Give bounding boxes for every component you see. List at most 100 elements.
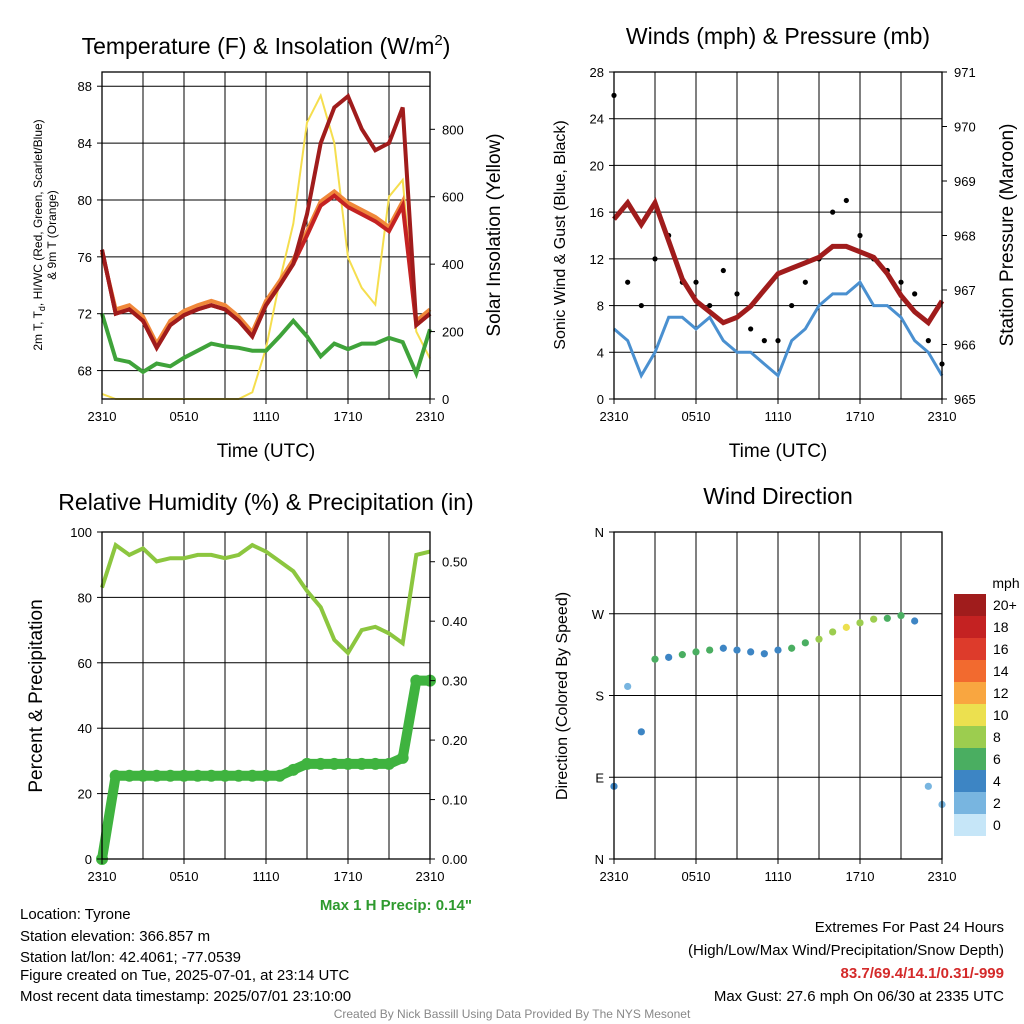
gust-point	[693, 279, 699, 285]
temperature-xtick-label: 1110	[253, 409, 280, 424]
gust-point	[720, 267, 726, 274]
temperature-ytick-label: 88	[78, 79, 92, 94]
temperature-y2tick-label: 200	[442, 325, 464, 340]
heat-index-line	[100, 92, 432, 352]
pressure-line	[612, 197, 945, 327]
extremes-values: 83.7/69.4/14.1/0.31/-999	[840, 965, 1004, 982]
temperature-ytick-label: 68	[78, 364, 92, 379]
winds-panel: Winds (mph) & Pressure (mb) 2310 0510 1110…	[552, 23, 1018, 462]
speed-legend-label: 18	[993, 619, 1009, 635]
speed-legend: mph 20+ 18 16 14 12 10 8 6 4 2 0	[954, 575, 1020, 836]
temperature-xtick-label: 0510	[170, 409, 199, 424]
winds-xlabel: Time (UTC)	[729, 441, 828, 462]
direction-point	[924, 782, 932, 790]
direction-xtick-label: 1710	[846, 869, 875, 884]
direction-point	[801, 639, 809, 647]
humidity-xtick-label: 2310	[88, 869, 117, 884]
direction-point	[788, 644, 796, 652]
winds-title: Winds (mph) & Pressure (mb)	[626, 23, 930, 49]
humidity-ytick-label: 60	[78, 656, 92, 671]
rh-line	[100, 541, 431, 657]
gust-point	[898, 279, 904, 285]
direction-ytick-label: W	[592, 607, 605, 622]
direction-xtick-label: 1110	[765, 869, 792, 884]
speed-legend-label: 12	[993, 685, 1009, 701]
temperature-y2tick-label: 400	[442, 257, 464, 272]
direction-xtick-label: 2310	[928, 869, 957, 884]
direction-point	[692, 648, 700, 656]
humidity-grid	[102, 531, 430, 860]
winds-series	[611, 92, 945, 380]
temperature-xtick-label: 2310	[88, 409, 117, 424]
humidity-y2tick-label: 0.20	[442, 733, 467, 748]
gust-point	[707, 302, 713, 309]
direction-point	[706, 646, 714, 654]
speed-legend-swatch	[954, 660, 986, 682]
max-gust: Max Gust: 27.6 mph On 06/30 at 2335 UTC	[713, 988, 1004, 1005]
winds-y2tick-label: 969	[954, 174, 976, 189]
gust-point	[761, 338, 767, 344]
winds-ytick-label: 28	[590, 65, 604, 80]
humidity-ylabel-left: Percent & Precipitation	[26, 599, 47, 792]
direction-point	[678, 651, 686, 659]
winds-y2tick-label: 968	[954, 229, 976, 244]
gust-point	[802, 279, 808, 285]
speed-legend-label: 0	[993, 817, 1001, 833]
winds-ytick-label: 8	[597, 299, 604, 314]
humidity-series	[96, 541, 436, 865]
winds-xtick-label: 0510	[682, 409, 711, 424]
direction-title: Wind Direction	[703, 483, 853, 509]
direction-point	[651, 655, 659, 663]
winds-xtick-label: 1710	[846, 409, 875, 424]
speed-legend-label: 14	[993, 663, 1009, 679]
direction-point	[911, 617, 919, 625]
winds-y2tick-label: 965	[954, 392, 976, 407]
direction-point	[637, 728, 645, 736]
humidity-y2tick-label: 0.00	[442, 852, 467, 867]
speed-legend-swatch	[954, 726, 986, 748]
direction-series	[610, 611, 946, 809]
direction-point	[665, 653, 673, 661]
humidity-xtick-label: 1710	[334, 869, 363, 884]
direction-point	[883, 614, 891, 622]
humidity-y2tick-label: 0.50	[442, 555, 467, 570]
direction-xtick-label: 0510	[682, 869, 711, 884]
gust-point	[830, 209, 836, 215]
extremes-title: Extremes For Past 24 Hours	[814, 919, 1004, 936]
speed-legend-swatch	[954, 616, 986, 638]
winds-y2tick-label: 966	[954, 338, 976, 353]
speed-legend-swatch	[954, 814, 986, 836]
footer-latlon: Station lat/lon: 42.4061; -77.0539	[20, 949, 242, 966]
speed-legend-swatch	[954, 748, 986, 770]
sonic-wind-line	[613, 279, 944, 380]
footer-created: Figure created on Tue, 2025-07-01, at 23…	[20, 967, 350, 984]
direction-ylabel-left: Direction (Colored By Speed)	[554, 592, 571, 800]
humidity-title: Relative Humidity (%) & Precipitation (i…	[58, 489, 473, 515]
direction-point	[815, 635, 823, 643]
footer-recent: Most recent data timestamp: 2025/07/01 2…	[20, 988, 352, 1005]
direction-point	[760, 650, 768, 658]
temperature-ticks: 2310 0510 1110 1710 2310 68 72 76 80 84 88 0 200 400 6…	[78, 79, 464, 424]
winds-ytick-label: 24	[590, 112, 604, 127]
winds-ytick-label: 4	[597, 345, 604, 360]
gust-point	[925, 338, 931, 344]
precip-line	[97, 675, 430, 860]
humidity-ytick-label: 20	[78, 787, 92, 802]
max-precip-label: Max 1 H Precip: 0.14"	[320, 897, 472, 914]
temperature-xlabel: Time (UTC)	[217, 441, 316, 462]
gust-point	[734, 291, 740, 297]
humidity-xtick-label: 2310	[416, 869, 445, 884]
speed-legend-label: 8	[993, 729, 1001, 745]
gust-point	[748, 326, 754, 332]
temperature-xtick-label: 2310	[416, 409, 445, 424]
direction-ytick-label: N	[595, 852, 604, 867]
speed-legend-label: 10	[993, 707, 1009, 723]
humidity-y2tick-label: 0.40	[442, 614, 467, 629]
humidity-y2tick-label: 0.10	[442, 793, 467, 808]
speed-legend-swatch	[954, 770, 986, 792]
winds-y2tick-label: 970	[954, 120, 976, 135]
direction-ytick-label: N	[595, 525, 604, 540]
direction-point	[733, 646, 741, 654]
humidity-ytick-label: 0	[85, 852, 92, 867]
